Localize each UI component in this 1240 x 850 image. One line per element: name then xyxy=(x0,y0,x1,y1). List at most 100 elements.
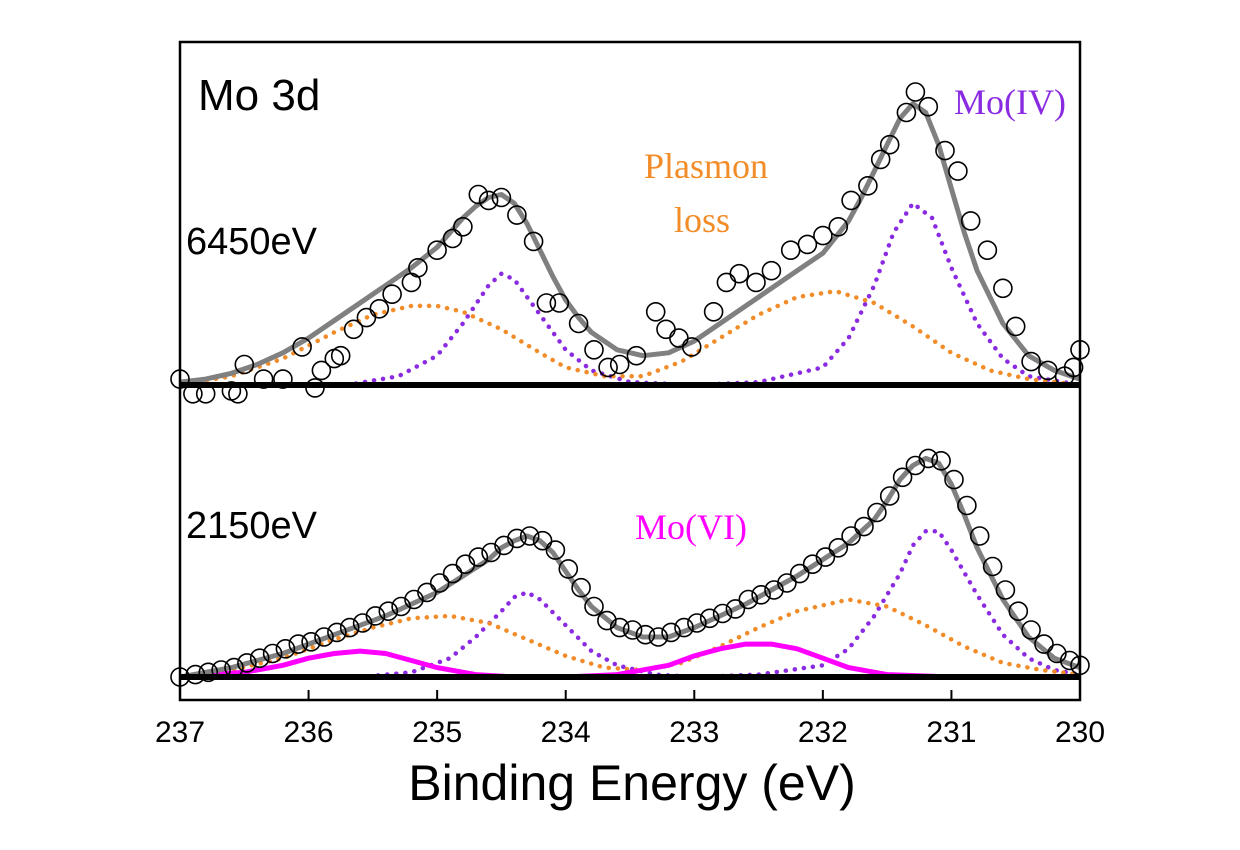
data-point xyxy=(558,559,579,579)
data-point xyxy=(918,448,939,469)
annotation-mo-iv: Mo(IV) xyxy=(954,82,1066,122)
data-point xyxy=(626,345,647,366)
panel-label-bottom: 2150eV xyxy=(186,505,318,547)
data-point xyxy=(382,284,402,305)
data-point xyxy=(327,622,347,643)
x-tick-label: 232 xyxy=(798,716,848,749)
data-point xyxy=(343,319,364,340)
data-point xyxy=(993,278,1013,299)
data-point xyxy=(491,187,512,208)
data-point xyxy=(292,337,312,357)
data-point xyxy=(519,526,540,546)
data-point xyxy=(622,620,643,640)
data-point xyxy=(797,234,818,255)
data-point xyxy=(429,573,450,593)
data-point xyxy=(841,190,861,211)
x-tick-labels: 237 236 235 234 233 232 231 230 xyxy=(155,716,1105,749)
data-point xyxy=(253,369,274,389)
data-point xyxy=(301,631,321,652)
data-point xyxy=(481,542,501,563)
data-point xyxy=(995,580,1016,600)
data-point xyxy=(854,516,874,537)
data-point xyxy=(948,161,968,181)
data-point xyxy=(957,495,977,516)
plot-frame xyxy=(178,40,1082,702)
x-tick-label: 233 xyxy=(669,716,719,749)
x-tick-label: 235 xyxy=(412,716,462,749)
component-plasmon-loss xyxy=(180,288,1080,388)
data-point xyxy=(892,467,913,488)
data-point xyxy=(339,617,360,638)
data-point xyxy=(262,643,283,664)
data-point xyxy=(729,263,750,284)
data-point xyxy=(598,357,618,378)
annotation-loss: loss xyxy=(674,200,730,240)
data-point xyxy=(391,596,411,617)
data-point xyxy=(751,584,771,605)
data-point xyxy=(609,617,630,638)
fit-line xyxy=(180,101,1080,385)
data-point xyxy=(453,217,473,237)
data-point xyxy=(687,613,707,633)
data-point xyxy=(468,184,489,205)
data-point xyxy=(584,339,604,360)
data-point xyxy=(905,455,926,476)
data-point xyxy=(536,293,557,313)
data-point xyxy=(314,627,334,647)
data-point xyxy=(330,345,351,366)
data-point xyxy=(738,589,759,610)
data-point xyxy=(977,240,998,260)
data-point xyxy=(442,563,463,584)
data-point xyxy=(931,450,951,471)
data-point xyxy=(549,293,570,313)
data-point xyxy=(681,337,702,357)
data-point xyxy=(828,217,849,237)
data-point xyxy=(645,301,666,322)
data-point xyxy=(1021,620,1041,640)
data-point xyxy=(494,535,514,556)
data-point xyxy=(896,102,917,123)
data-point xyxy=(275,638,296,659)
data-point xyxy=(507,528,527,549)
data-point xyxy=(870,149,891,170)
data-point xyxy=(198,662,219,683)
data-point xyxy=(725,599,746,619)
annotation-plasmon: Plasmon xyxy=(644,146,768,186)
data-point xyxy=(879,134,900,155)
data-point xyxy=(777,573,797,593)
data-point xyxy=(935,140,955,161)
data-point xyxy=(918,96,939,117)
data-point xyxy=(944,469,964,490)
data-point xyxy=(674,617,694,638)
x-axis-label: Binding Energy (eV) xyxy=(408,755,855,811)
data-point xyxy=(1005,316,1026,337)
data-point xyxy=(369,298,390,319)
data-point xyxy=(841,526,861,546)
data-point xyxy=(609,354,630,375)
data-point xyxy=(417,582,437,603)
x-tick-label: 236 xyxy=(284,716,334,749)
x-tick-label: 234 xyxy=(541,716,591,749)
data-point xyxy=(635,624,656,645)
data-point xyxy=(378,601,399,622)
data-point xyxy=(249,648,270,669)
chart-title: Mo 3d xyxy=(198,71,320,120)
data-point xyxy=(1063,357,1084,378)
data-point xyxy=(1059,650,1080,671)
data-point xyxy=(237,653,257,673)
data-point xyxy=(815,547,836,567)
data-point xyxy=(568,313,589,334)
x-tick-label: 237 xyxy=(155,716,205,749)
annotation-mo-vi: Mo(VI) xyxy=(635,507,747,547)
data-point xyxy=(365,606,386,626)
data-point xyxy=(584,596,604,617)
data-point xyxy=(969,526,990,546)
data-point xyxy=(1034,634,1054,654)
data-point xyxy=(648,627,669,647)
x-tick-label: 230 xyxy=(1055,716,1105,749)
data-point xyxy=(507,205,527,225)
data-point xyxy=(960,211,981,231)
data-point xyxy=(1021,351,1041,372)
